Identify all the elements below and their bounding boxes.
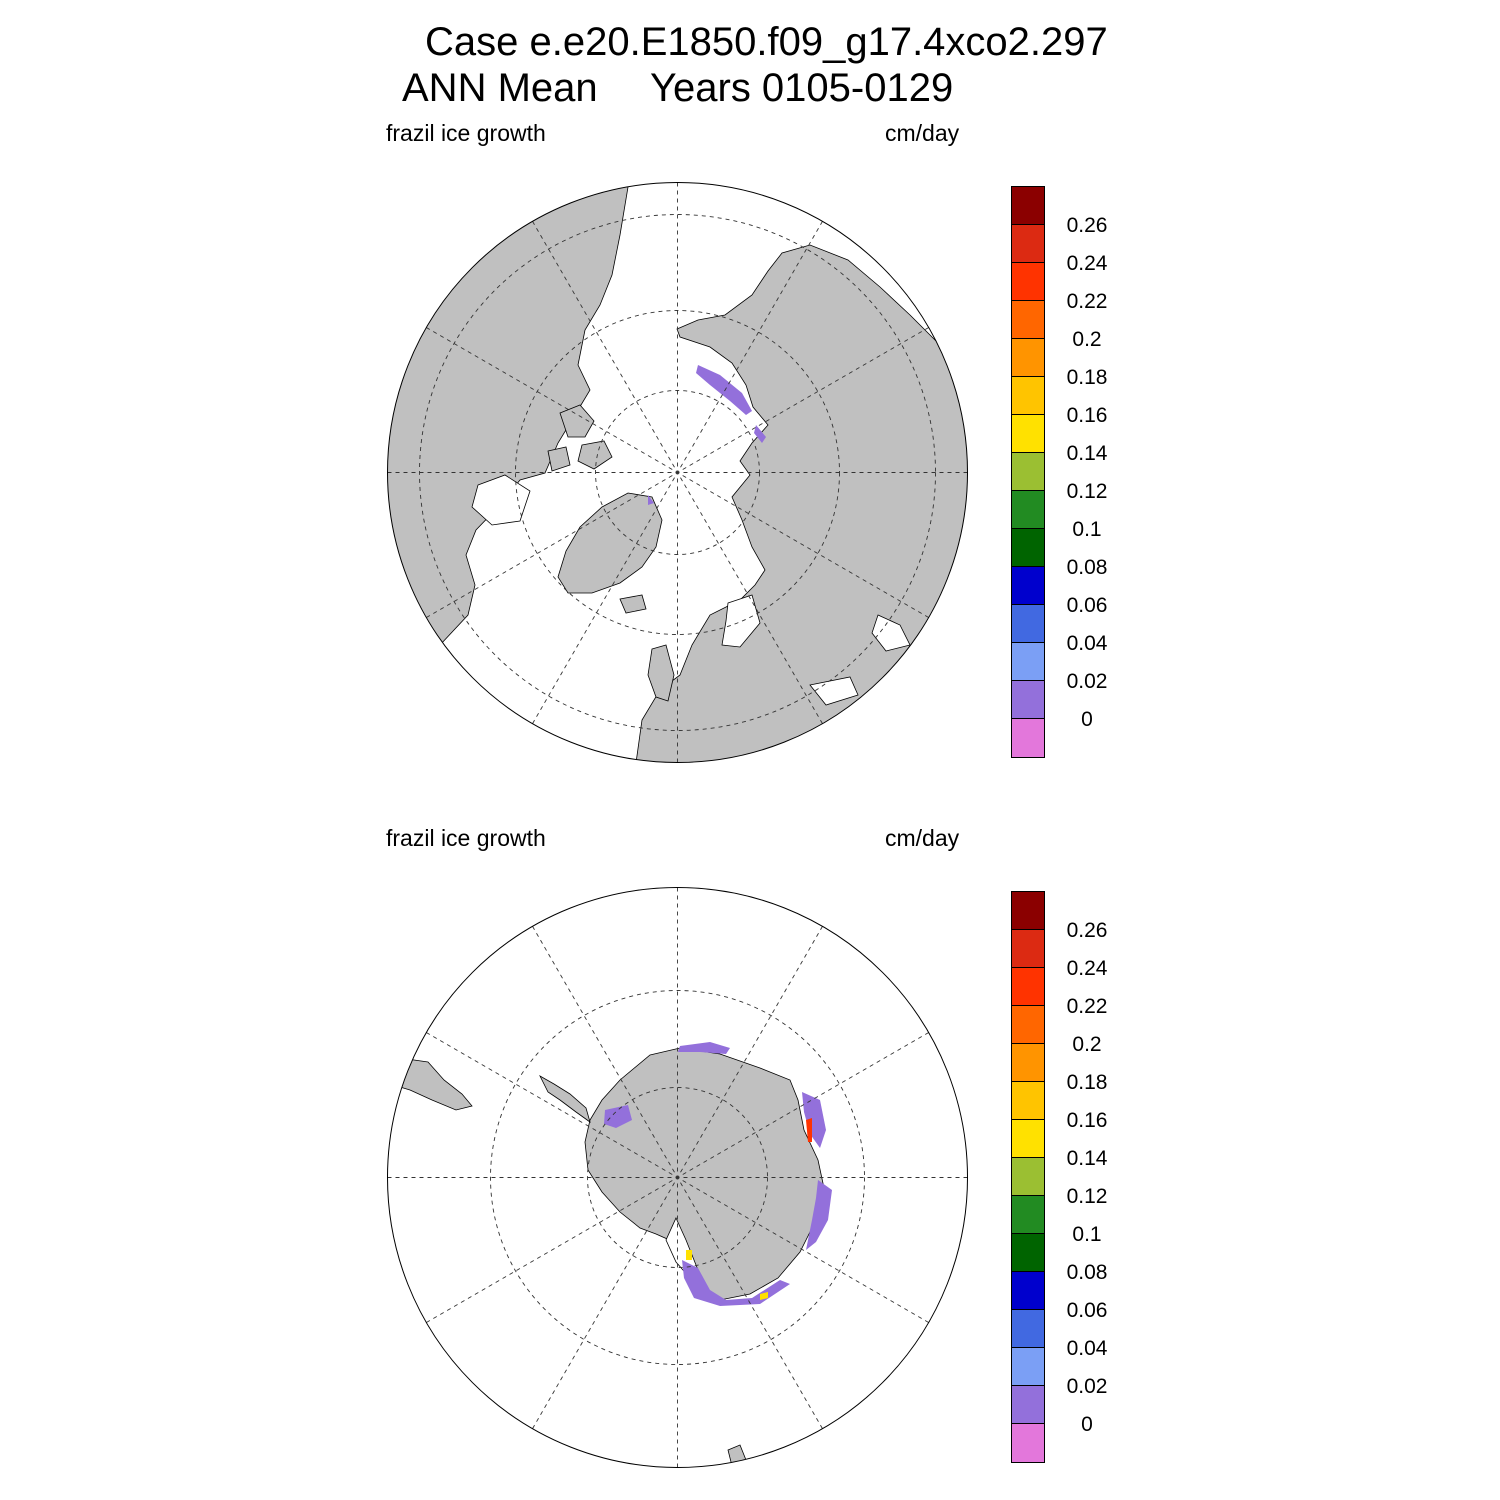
south-units-label: cm/day bbox=[885, 825, 960, 851]
colorbar-tick: 0.02 bbox=[1066, 1375, 1108, 1398]
colorbar-tick: 0.18 bbox=[1066, 366, 1108, 389]
north-variable-label: frazil ice growth bbox=[386, 120, 546, 146]
swatch bbox=[1012, 339, 1044, 377]
north-land bbox=[387, 182, 968, 763]
swatch bbox=[1012, 1310, 1044, 1348]
swatch bbox=[1012, 377, 1044, 415]
colorbar-tick: 0.16 bbox=[1066, 404, 1108, 427]
south-graticule bbox=[387, 887, 968, 1468]
baltic-sea bbox=[721, 594, 761, 648]
colorbar-tick: 0.24 bbox=[1066, 252, 1108, 275]
south-colorbar-swatches bbox=[1011, 891, 1045, 1463]
swatch bbox=[1012, 301, 1044, 339]
caspian-sea bbox=[871, 614, 911, 652]
swatch bbox=[1012, 529, 1044, 567]
colorbar-tick: 0.02 bbox=[1066, 670, 1108, 693]
colorbar-tick: 0.04 bbox=[1066, 1337, 1108, 1360]
swatch bbox=[1012, 225, 1044, 263]
colorbar-tick: 0.2 bbox=[1072, 1033, 1102, 1056]
years-label: Years 0105-0129 bbox=[650, 66, 954, 110]
swatch bbox=[1012, 1424, 1044, 1462]
iceland bbox=[619, 594, 647, 614]
swatch bbox=[1012, 1196, 1044, 1234]
swatch bbox=[1012, 968, 1044, 1006]
colorbar-tick: 0.22 bbox=[1066, 995, 1108, 1018]
north-america-landmass bbox=[387, 182, 631, 696]
swatch bbox=[1012, 1044, 1044, 1082]
south-polar-map bbox=[387, 887, 968, 1468]
colorbar-tick: 0.14 bbox=[1066, 442, 1108, 465]
ann-mean-label: ANN Mean bbox=[402, 66, 598, 110]
swatch bbox=[1012, 187, 1044, 225]
british-isles bbox=[647, 644, 675, 702]
colorbar-tick: 0 bbox=[1081, 708, 1093, 731]
swatch bbox=[1012, 453, 1044, 491]
south-frazil-high-edge bbox=[806, 1118, 812, 1142]
swatch bbox=[1012, 263, 1044, 301]
colorbar-tick: 0.08 bbox=[1066, 556, 1108, 579]
colorbar-tick: 0.26 bbox=[1066, 214, 1108, 237]
south-colorbar: 0.26 0.24 0.22 0.2 0.18 0.16 0.14 0.12 0… bbox=[1011, 891, 1131, 1463]
north-frazil-patch-2 bbox=[648, 425, 766, 505]
colorbar-tick: 0.22 bbox=[1066, 290, 1108, 313]
black-sea bbox=[809, 676, 859, 706]
swatch bbox=[1012, 491, 1044, 529]
colorbar-tick: 0.16 bbox=[1066, 1109, 1108, 1132]
colorbar-tick: 0.26 bbox=[1066, 919, 1108, 942]
north-graticule bbox=[387, 182, 968, 763]
swatch bbox=[1012, 892, 1044, 930]
swatch bbox=[1012, 643, 1044, 681]
south-frazil-patch-southeast bbox=[806, 1180, 832, 1250]
hudson-bay bbox=[471, 474, 531, 526]
colorbar-tick: 0 bbox=[1081, 1413, 1093, 1436]
colorbar-tick: 0.1 bbox=[1072, 1223, 1102, 1246]
swatch bbox=[1012, 681, 1044, 719]
north-polar-map bbox=[387, 182, 968, 763]
swatch bbox=[1012, 415, 1044, 453]
antarctic-peninsula bbox=[539, 1074, 591, 1123]
greenland-landmass bbox=[557, 492, 663, 594]
south-variable-label: frazil ice growth bbox=[386, 825, 546, 851]
case-title: Case e.e20.E1850.f09_g17.4xco2.297 bbox=[425, 20, 1108, 64]
swatch bbox=[1012, 930, 1044, 968]
swatch bbox=[1012, 1348, 1044, 1386]
north-colorbar: 0.26 0.24 0.22 0.2 0.18 0.16 0.14 0.12 0… bbox=[1011, 186, 1131, 758]
colorbar-tick: 0.14 bbox=[1066, 1147, 1108, 1170]
swatch bbox=[1012, 1158, 1044, 1196]
south-land bbox=[389, 1042, 832, 1467]
colorbar-tick: 0.12 bbox=[1066, 1185, 1108, 1208]
south-frazil-patch-north bbox=[678, 1042, 730, 1054]
swatch bbox=[1012, 1234, 1044, 1272]
north-units-label: cm/day bbox=[885, 120, 960, 146]
swatch bbox=[1012, 1272, 1044, 1310]
south-frazil-patch-weddell bbox=[604, 1105, 632, 1128]
swatch bbox=[1012, 1006, 1044, 1044]
swatch bbox=[1012, 1386, 1044, 1424]
swatch bbox=[1012, 1082, 1044, 1120]
colorbar-tick: 0.04 bbox=[1066, 632, 1108, 655]
colorbar-tick: 0.12 bbox=[1066, 480, 1108, 503]
colorbar-tick: 0.24 bbox=[1066, 957, 1108, 980]
swatch bbox=[1012, 567, 1044, 605]
colorbar-tick: 0.06 bbox=[1066, 1299, 1108, 1322]
colorbar-tick: 0.06 bbox=[1066, 594, 1108, 617]
swatch bbox=[1012, 719, 1044, 757]
south-frazil-patch-east bbox=[802, 1092, 826, 1148]
colorbar-tick: 0.18 bbox=[1066, 1071, 1108, 1094]
colorbar-tick: 0.1 bbox=[1072, 518, 1102, 541]
north-frazil-patch bbox=[696, 365, 752, 415]
arctic-islands bbox=[547, 404, 613, 472]
swatch bbox=[1012, 1120, 1044, 1158]
colorbar-tick: 0.2 bbox=[1072, 328, 1102, 351]
swatch bbox=[1012, 605, 1044, 643]
north-colorbar-swatches bbox=[1011, 186, 1045, 758]
colorbar-tick: 0.08 bbox=[1066, 1261, 1108, 1284]
